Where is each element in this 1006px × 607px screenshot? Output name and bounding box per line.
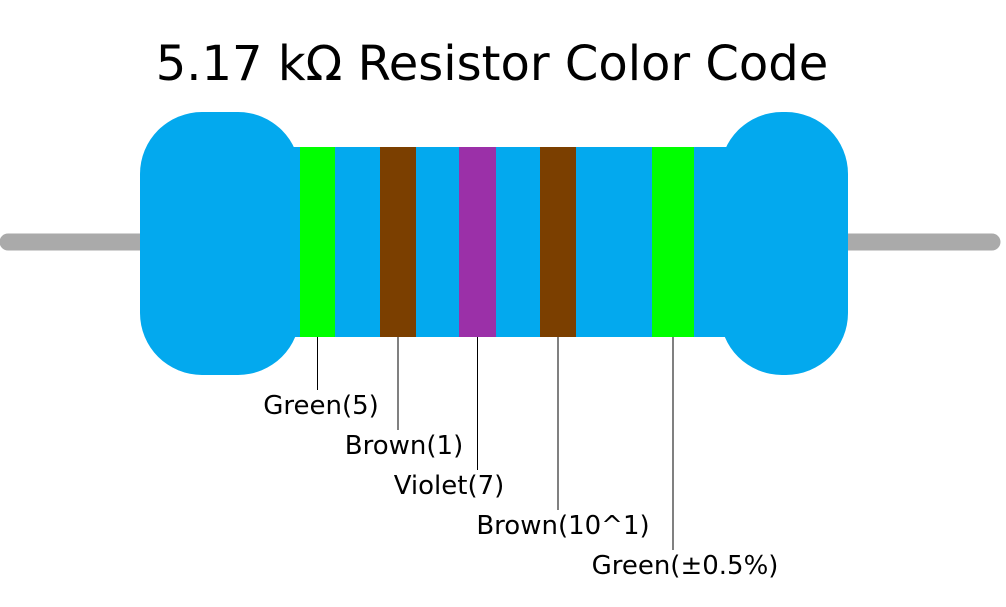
band-label: Brown(10^1) [476,511,649,541]
band-label: Brown(1) [345,431,463,461]
color-band [459,147,496,337]
color-band [380,147,416,337]
color-band [652,147,694,337]
title: 5.17 kΩ Resistor Color Code [156,36,829,92]
band-label: Green(5) [263,391,379,421]
color-band [540,147,576,337]
color-band [300,147,335,337]
band-label: Violet(7) [394,471,505,501]
band-label: Green(±0.5%) [592,551,779,581]
